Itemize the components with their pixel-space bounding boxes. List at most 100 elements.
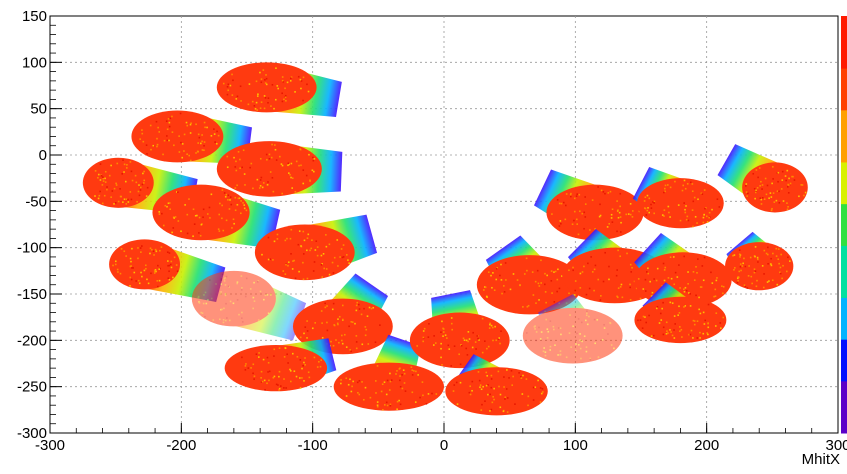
- palette-segment: [841, 193, 847, 205]
- cluster-speckle: [637, 255, 725, 308]
- palette-segment: [841, 349, 847, 361]
- hit-cluster: [254, 214, 378, 281]
- y-tick-label: 50: [30, 101, 47, 118]
- cluster-core: [216, 141, 322, 197]
- hit-cluster: [191, 270, 307, 341]
- palette-segment: [841, 203, 847, 215]
- color-palette-bar: [841, 16, 847, 434]
- cluster-core: [152, 184, 250, 241]
- palette-segment: [841, 380, 847, 392]
- data-clusters: [82, 62, 808, 416]
- palette-segment: [841, 287, 847, 298]
- hit-cluster: [717, 144, 808, 213]
- palette-segment: [841, 245, 847, 257]
- cluster-core: [333, 362, 444, 411]
- cluster-speckle: [525, 310, 615, 361]
- cluster-speckle: [197, 273, 272, 324]
- palette-segment: [841, 276, 847, 288]
- cluster-core: [476, 255, 582, 315]
- y-tick-label: 150: [22, 8, 47, 25]
- axes: -300 -200 -100 0 100 200 300 -300 -250 -200 -150 -1…: [17, 8, 847, 454]
- cluster-core: [109, 239, 181, 290]
- cluster-speckle: [732, 246, 791, 289]
- cluster-speckle: [745, 166, 807, 212]
- hit-cluster: [409, 290, 510, 369]
- y-tick-label: -50: [25, 193, 47, 210]
- palette-segment: [841, 297, 847, 309]
- palette-segment: [841, 339, 847, 351]
- cluster-core: [224, 344, 328, 392]
- cluster-core: [742, 162, 808, 213]
- y-tick-label: -200: [17, 332, 47, 349]
- cluster-speckle: [637, 301, 725, 339]
- palette-segment: [841, 391, 847, 403]
- palette-segment: [841, 16, 847, 27]
- hit-cluster: [224, 338, 337, 392]
- cluster-core: [725, 242, 794, 291]
- hit-cluster: [216, 141, 343, 197]
- cluster-core: [522, 307, 623, 364]
- hit-cluster: [632, 166, 724, 229]
- palette-segment: [841, 182, 847, 194]
- palette-segment: [841, 68, 847, 80]
- palette-segment: [841, 401, 847, 413]
- palette-segment: [841, 224, 847, 236]
- palette-segment: [841, 57, 847, 69]
- y-tick-label: -100: [17, 240, 47, 257]
- palette-segment: [841, 109, 847, 121]
- cluster-core: [637, 178, 724, 229]
- cluster-speckle: [139, 112, 220, 162]
- cluster-core: [634, 296, 727, 344]
- cluster-core: [445, 367, 548, 416]
- hit-cluster: [216, 62, 342, 117]
- hit-cluster: [725, 231, 794, 291]
- palette-segment: [841, 234, 847, 246]
- x-tick-label: 300: [825, 437, 847, 454]
- cluster-speckle: [551, 186, 642, 239]
- x-tick-label: -300: [35, 437, 65, 454]
- palette-segment: [841, 412, 847, 424]
- hit-cluster: [634, 282, 727, 344]
- cluster-speckle: [340, 365, 438, 411]
- hit-cluster: [333, 334, 444, 411]
- x-tick-label: 0: [440, 437, 448, 454]
- cluster-core: [191, 270, 276, 327]
- x-tick-label: -100: [298, 437, 328, 454]
- x-tick-label: -200: [166, 437, 196, 454]
- palette-segment: [841, 88, 847, 100]
- cluster-speckle: [158, 189, 248, 238]
- y-tick-label: 0: [39, 147, 47, 164]
- palette-segment: [841, 141, 847, 153]
- hit-cluster: [522, 294, 623, 364]
- palette-segment: [841, 36, 847, 48]
- palette-segment: [841, 422, 847, 434]
- cluster-speckle: [94, 159, 149, 205]
- y-tick-label: 100: [22, 54, 47, 71]
- cluster-speckle: [452, 369, 544, 413]
- palette-segment: [841, 172, 847, 184]
- palette-segment: [841, 360, 847, 371]
- y-tick-label: -300: [17, 425, 47, 442]
- x-tick-label: 200: [694, 437, 719, 454]
- cluster-core: [409, 312, 510, 369]
- cluster-core: [216, 62, 317, 113]
- cluster-speckle: [241, 347, 323, 391]
- cluster-core: [546, 184, 644, 241]
- palette-segment: [841, 318, 847, 330]
- hit-cluster: [476, 235, 582, 315]
- palette-segment: [841, 151, 847, 163]
- cluster-core: [254, 224, 355, 281]
- palette-segment: [841, 370, 847, 382]
- hit-cluster: [533, 169, 644, 241]
- palette-segment: [841, 26, 847, 38]
- palette-segment: [841, 266, 847, 278]
- palette-segment: [841, 214, 847, 225]
- cluster-speckle: [643, 179, 721, 228]
- palette-segment: [841, 255, 847, 267]
- palette-segment: [841, 328, 847, 340]
- cluster-speckle: [222, 67, 310, 111]
- palette-segment: [841, 130, 847, 142]
- y-tick-label: -250: [17, 379, 47, 396]
